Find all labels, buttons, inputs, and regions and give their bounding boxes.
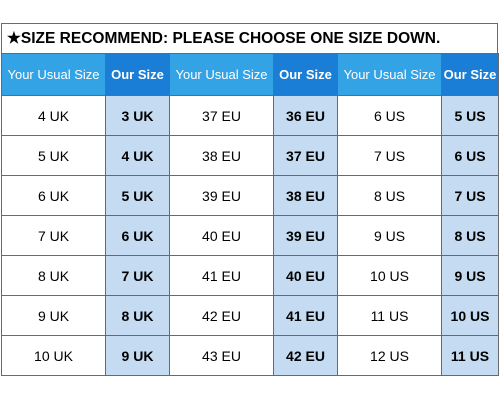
table-row: 5 UK 4 UK 38 EU 37 EU 7 US 6 US xyxy=(1,135,499,176)
usual-uk-cell: 5 UK xyxy=(1,135,106,176)
our-eu-cell: 38 EU xyxy=(273,175,338,216)
our-us-cell: 5 US xyxy=(441,95,499,136)
table-row: 6 UK 5 UK 39 EU 38 EU 8 US 7 US xyxy=(1,175,499,216)
header-usual-uk: Your Usual Size xyxy=(1,53,106,96)
usual-uk-cell: 6 UK xyxy=(1,175,106,216)
header-usual-eu: Your Usual Size xyxy=(169,53,274,96)
our-uk-cell: 9 UK xyxy=(105,335,170,376)
table-row: 7 UK 6 UK 40 EU 39 EU 9 US 8 US xyxy=(1,215,499,256)
table-row: 9 UK 8 UK 42 EU 41 EU 11 US 10 US xyxy=(1,295,499,336)
usual-uk-cell: 9 UK xyxy=(1,295,106,336)
our-uk-cell: 5 UK xyxy=(105,175,170,216)
usual-us-cell: 11 US xyxy=(337,295,442,336)
our-uk-cell: 6 UK xyxy=(105,215,170,256)
usual-uk-cell: 7 UK xyxy=(1,215,106,256)
usual-eu-cell: 37 EU xyxy=(169,95,274,136)
usual-us-cell: 10 US xyxy=(337,255,442,296)
our-eu-cell: 42 EU xyxy=(273,335,338,376)
header-ours-uk: Our Size xyxy=(105,53,170,96)
our-eu-cell: 40 EU xyxy=(273,255,338,296)
our-uk-cell: 8 UK xyxy=(105,295,170,336)
usual-eu-cell: 42 EU xyxy=(169,295,274,336)
our-eu-cell: 37 EU xyxy=(273,135,338,176)
usual-eu-cell: 39 EU xyxy=(169,175,274,216)
our-uk-cell: 4 UK xyxy=(105,135,170,176)
header-row: Your Usual Size Our Size Your Usual Size… xyxy=(1,53,499,96)
usual-uk-cell: 8 UK xyxy=(1,255,106,296)
usual-uk-cell: 4 UK xyxy=(1,95,106,136)
usual-us-cell: 8 US xyxy=(337,175,442,216)
usual-us-cell: 12 US xyxy=(337,335,442,376)
our-eu-cell: 39 EU xyxy=(273,215,338,256)
our-us-cell: 6 US xyxy=(441,135,499,176)
our-us-cell: 7 US xyxy=(441,175,499,216)
our-us-cell: 10 US xyxy=(441,295,499,336)
table-row: 4 UK 3 UK 37 EU 36 EU 6 US 5 US xyxy=(1,95,499,136)
usual-uk-cell: 10 UK xyxy=(1,335,106,376)
our-uk-cell: 7 UK xyxy=(105,255,170,296)
our-eu-cell: 41 EU xyxy=(273,295,338,336)
table-row: 10 UK 9 UK 43 EU 42 EU 12 US 11 US xyxy=(1,335,499,376)
usual-us-cell: 9 US xyxy=(337,215,442,256)
our-us-cell: 11 US xyxy=(441,335,499,376)
usual-eu-cell: 38 EU xyxy=(169,135,274,176)
our-us-cell: 8 US xyxy=(441,215,499,256)
header-ours-eu: Our Size xyxy=(273,53,338,96)
header-ours-us: Our Size xyxy=(441,53,499,96)
size-recommend-banner: ★ SIZE RECOMMEND: PLEASE CHOOSE ONE SIZE … xyxy=(1,23,498,53)
usual-us-cell: 6 US xyxy=(337,95,442,136)
size-table: Your Usual Size Our Size Your Usual Size… xyxy=(1,53,499,376)
usual-eu-cell: 41 EU xyxy=(169,255,274,296)
usual-eu-cell: 40 EU xyxy=(169,215,274,256)
usual-eu-cell: 43 EU xyxy=(169,335,274,376)
our-eu-cell: 36 EU xyxy=(273,95,338,136)
our-uk-cell: 3 UK xyxy=(105,95,170,136)
header-usual-us: Your Usual Size xyxy=(337,53,442,96)
usual-us-cell: 7 US xyxy=(337,135,442,176)
star-icon: ★ xyxy=(7,30,21,47)
table-row: 8 UK 7 UK 41 EU 40 EU 10 US 9 US xyxy=(1,255,499,296)
banner-text: SIZE RECOMMEND: PLEASE CHOOSE ONE SIZE D… xyxy=(20,29,441,47)
our-us-cell: 9 US xyxy=(441,255,499,296)
